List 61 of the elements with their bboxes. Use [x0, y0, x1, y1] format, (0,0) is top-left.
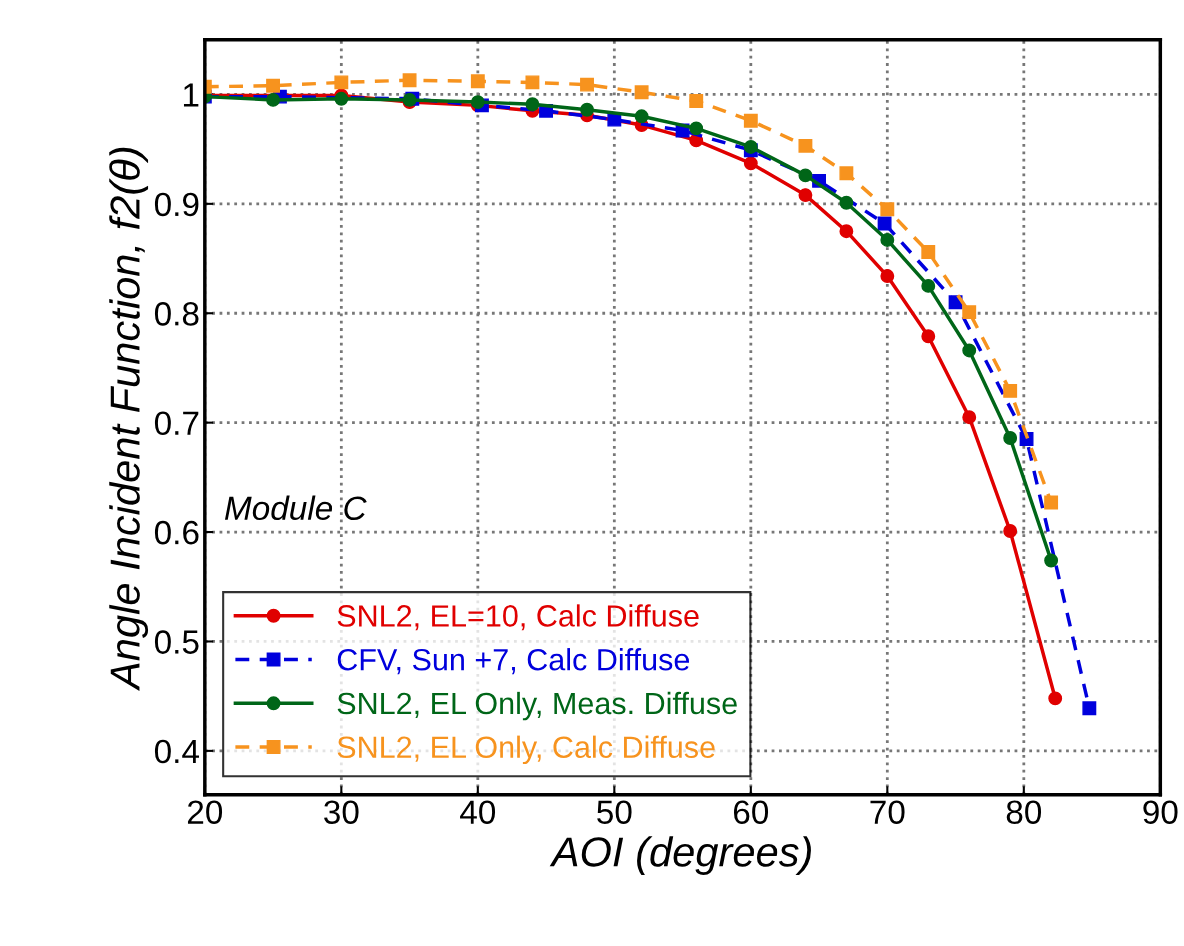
point [839, 166, 854, 181]
annotation: Module C [224, 495, 367, 521]
point [839, 224, 854, 239]
point [962, 410, 977, 425]
x-tick-label: 50 [597, 800, 632, 824]
y-tick-label: 0.6 [154, 520, 199, 545]
point [880, 202, 895, 217]
x-tick-label: 40 [460, 800, 496, 824]
point [798, 168, 813, 183]
legend-label: SNL2, EL Only, Meas. Diffuse [337, 691, 737, 721]
x-tick-label: 80 [1006, 800, 1042, 824]
point [689, 121, 704, 136]
point [743, 156, 758, 171]
x-tick-label: 90 [1143, 800, 1178, 824]
point [921, 278, 936, 293]
point [962, 305, 977, 320]
y-tick-label: 0.5 [154, 630, 199, 654]
y-tick-label: 1 [183, 83, 199, 107]
y-axis-title: Angle Incident Function, f2(θ) [109, 147, 149, 692]
point [1082, 701, 1097, 716]
y-tick-label: 0.8 [154, 302, 199, 326]
point [798, 188, 813, 203]
point [962, 343, 977, 358]
point [880, 269, 895, 283]
point [921, 329, 936, 344]
point [580, 102, 594, 117]
x-tick-label: 20 [187, 800, 223, 824]
point [1003, 383, 1018, 398]
legend-label: SNL2, EL=10, Calc Diffuse [337, 604, 699, 631]
point [743, 140, 758, 154]
y-tick-label: 0.9 [154, 192, 199, 217]
point [689, 94, 704, 108]
point [470, 74, 485, 89]
legend-label: CFV, Sun +7, Calc Diffuse [337, 648, 690, 675]
point [266, 78, 281, 93]
point [634, 85, 649, 100]
x-axis-title: AOI (degrees) [549, 836, 811, 875]
point [743, 113, 758, 128]
point [402, 73, 417, 88]
x-tick-label: 30 [324, 800, 359, 824]
point [1003, 431, 1018, 445]
point [525, 97, 540, 112]
point [839, 195, 854, 210]
point [1003, 524, 1018, 538]
y-tick-label: 0.4 [154, 739, 199, 764]
point [921, 245, 936, 259]
point [334, 75, 349, 90]
point [634, 109, 649, 124]
y-tick-label: 0.7 [154, 411, 199, 436]
point [1044, 553, 1059, 568]
x-tick-label: 70 [870, 800, 905, 824]
point [1048, 691, 1063, 706]
point [266, 92, 281, 107]
point [1044, 495, 1059, 510]
point [525, 75, 540, 90]
legend-label: SNL2, EL Only, Calc Diffuse [337, 735, 715, 765]
point [798, 138, 813, 153]
point [880, 233, 895, 247]
x-tick-label: 60 [733, 800, 769, 824]
point [580, 77, 594, 92]
point [877, 216, 892, 231]
